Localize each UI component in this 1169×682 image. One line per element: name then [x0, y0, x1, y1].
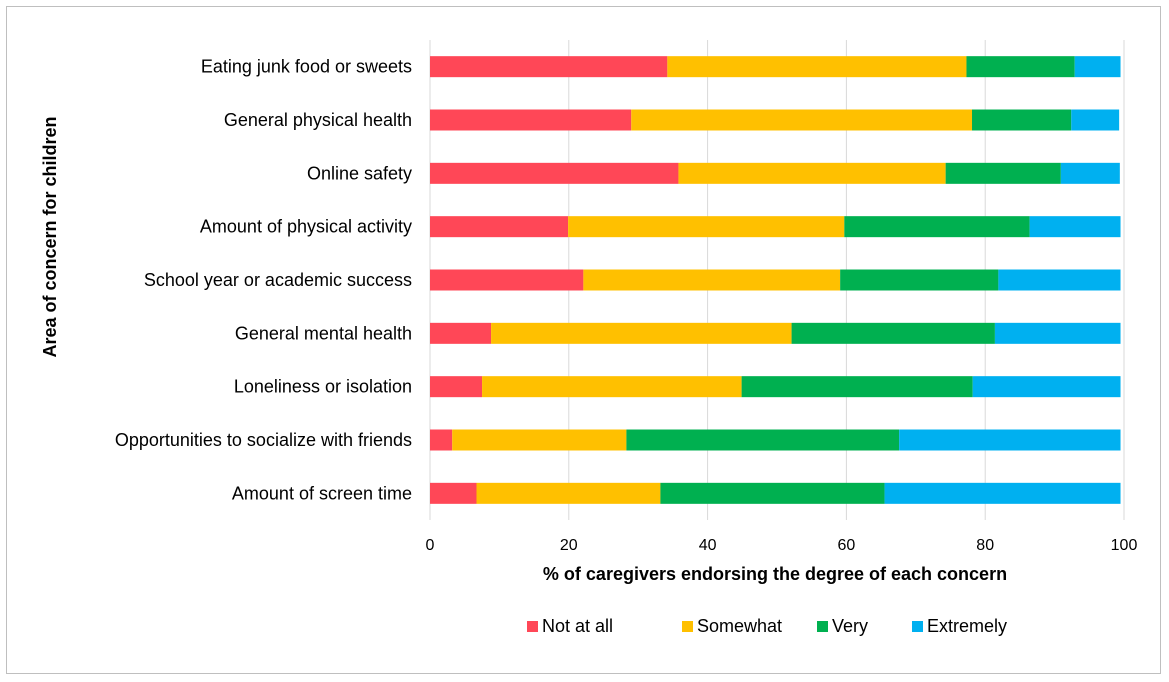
x-tick-label: 60 [838, 537, 856, 554]
bar-segment-extremely [1060, 162, 1120, 184]
bar-segment-not-at-all [430, 482, 477, 504]
legend-label: Not at all [542, 616, 613, 636]
bars [430, 56, 1121, 504]
bar-segment-not-at-all [430, 216, 569, 238]
bar-segment-very [741, 376, 973, 398]
category-label: General physical health [224, 110, 412, 130]
bar-segment-extremely [1074, 56, 1121, 78]
bar-segment-extremely [899, 429, 1121, 451]
bar-segment-somewhat [452, 429, 627, 451]
category-label: General mental health [235, 323, 412, 343]
bar-segment-extremely [1029, 216, 1121, 238]
bar-segment-very [945, 162, 1061, 184]
bar-segment-not-at-all [430, 269, 584, 291]
category-label: Eating junk food or sweets [201, 57, 412, 77]
category-label: School year or academic success [144, 270, 412, 290]
bar-segment-not-at-all [430, 109, 632, 131]
bar-segment-not-at-all [430, 162, 679, 184]
category-label: Amount of screen time [232, 483, 412, 503]
legend-swatch [682, 621, 693, 632]
bar-segment-extremely [884, 482, 1121, 504]
legend-label: Very [832, 616, 868, 636]
legend-label: Extremely [927, 616, 1007, 636]
bar-segment-somewhat [678, 162, 946, 184]
bar-segment-not-at-all [430, 56, 668, 78]
legend: Not at all Somewhat Very Extremely [527, 616, 1007, 636]
bar-segment-somewhat [631, 109, 973, 131]
x-tick-label: 100 [1111, 537, 1138, 554]
bar-segment-somewhat [482, 376, 742, 398]
x-axis-title: % of caregivers endorsing the degree of … [543, 564, 1007, 584]
bar-segment-very [840, 269, 999, 291]
legend-swatch [527, 621, 538, 632]
x-tick-label: 80 [976, 537, 994, 554]
category-label: Amount of physical activity [200, 217, 412, 237]
bar-segment-extremely [1071, 109, 1120, 131]
bar-segment-very [626, 429, 900, 451]
legend-swatch [912, 621, 923, 632]
category-label: Online safety [307, 163, 412, 183]
chart-frame [6, 6, 1161, 674]
x-tick-label: 40 [699, 537, 717, 554]
x-tick-labels: 0 20 40 60 80 100 [426, 537, 1138, 554]
bar-segment-very [791, 322, 995, 344]
bar-segment-somewhat [568, 216, 845, 238]
bar-segment-not-at-all [430, 322, 492, 344]
bar-segment-somewhat [476, 482, 661, 504]
bar-segment-somewhat [491, 322, 792, 344]
category-labels: Eating junk food or sweets General physic… [115, 57, 412, 504]
bar-segment-not-at-all [430, 376, 483, 398]
bar-segment-somewhat [583, 269, 841, 291]
category-label: Opportunities to socialize with friends [115, 430, 412, 450]
bar-segment-extremely [994, 322, 1121, 344]
bar-segment-very [844, 216, 1030, 238]
bar-segment-not-at-all [430, 429, 453, 451]
y-axis-title: Area of concern for children [40, 116, 60, 357]
bar-segment-somewhat [667, 56, 967, 78]
category-label: Loneliness or isolation [234, 377, 412, 397]
x-tick-label: 20 [560, 537, 578, 554]
bar-segment-extremely [972, 376, 1121, 398]
bar-segment-extremely [998, 269, 1121, 291]
legend-label: Somewhat [697, 616, 782, 636]
x-tick-label: 0 [426, 537, 435, 554]
bar-segment-very [660, 482, 885, 504]
legend-swatch [817, 621, 828, 632]
bar-segment-very [966, 56, 1075, 78]
bar-segment-very [972, 109, 1072, 131]
